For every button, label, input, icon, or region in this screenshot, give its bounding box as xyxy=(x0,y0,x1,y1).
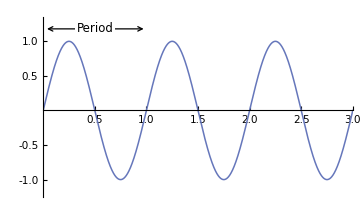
Text: Period: Period xyxy=(77,22,114,35)
